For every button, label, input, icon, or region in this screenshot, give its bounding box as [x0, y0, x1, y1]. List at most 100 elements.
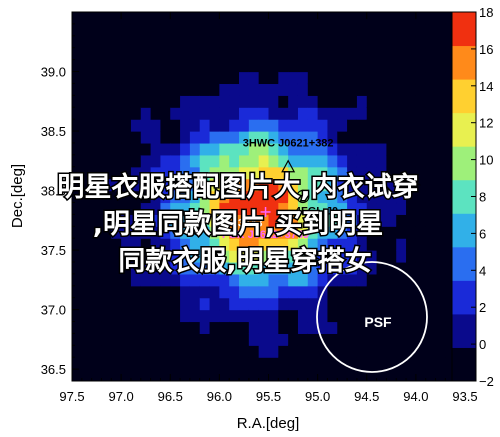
- heatmap-cell: [229, 309, 240, 323]
- heatmap-cell: [435, 95, 446, 108]
- heatmap-cell: [445, 202, 456, 215]
- heatmap-cell: [445, 369, 456, 381]
- heatmap-cell: [258, 202, 270, 215]
- heatmap-cell: [366, 131, 378, 144]
- heatmap-cell: [219, 59, 230, 73]
- heatmap-cell: [81, 95, 93, 108]
- heatmap-cell: [219, 297, 230, 311]
- heatmap-cell: [356, 309, 368, 323]
- heatmap-cell: [130, 357, 142, 370]
- heatmap-cell: [415, 47, 427, 61]
- heatmap-cell: [317, 59, 329, 73]
- heatmap-cell: [288, 59, 299, 73]
- heatmap-cell: [415, 297, 427, 311]
- heatmap-cell: [317, 154, 329, 168]
- heatmap-cell: [160, 35, 171, 49]
- heatmap-cell: [415, 95, 427, 108]
- heatmap-cell: [337, 202, 348, 215]
- heatmap-cell: [180, 12, 191, 13]
- heatmap-cell: [317, 166, 329, 180]
- heatmap-cell: [317, 190, 329, 204]
- heatmap-cell: [278, 309, 289, 323]
- heatmap-cell: [219, 71, 230, 85]
- heatmap-cell: [180, 273, 191, 287]
- heatmap-cell: [121, 12, 132, 13]
- heatmap-cell: [239, 35, 250, 49]
- heatmap-cell: [219, 250, 230, 263]
- heatmap-cell: [278, 238, 289, 251]
- heatmap-cell: [396, 59, 407, 73]
- heatmap-cell: [445, 226, 456, 239]
- heatmap-cell: [386, 35, 397, 49]
- heatmap-cell: [386, 273, 397, 287]
- heatmap-cell: [425, 47, 437, 61]
- heatmap-cell: [258, 95, 270, 108]
- heatmap-cell: [248, 107, 260, 120]
- heatmap-cell: [219, 226, 230, 239]
- colorbar-tick-label: 12: [479, 116, 493, 131]
- heatmap-cell: [209, 35, 220, 49]
- heatmap-cell: [199, 131, 211, 144]
- heatmap-cell: [229, 321, 240, 334]
- heatmap-cell: [317, 261, 329, 275]
- heatmap-cell: [406, 166, 417, 180]
- heatmap-cell: [288, 333, 299, 346]
- heatmap-cell: [209, 202, 220, 215]
- heatmap-cell: [160, 333, 171, 346]
- heatmap-cell: [347, 178, 358, 192]
- heatmap-cell: [297, 119, 309, 132]
- heatmap-cell: [72, 23, 83, 37]
- heatmap-cell: [347, 273, 358, 287]
- heatmap-cell: [150, 83, 162, 96]
- heatmap-cell: [396, 131, 407, 144]
- heatmap-cell: [219, 12, 230, 25]
- heatmap-cell: [415, 131, 427, 144]
- heatmap-cell: [150, 59, 162, 73]
- heatmap-cell: [415, 369, 427, 381]
- heatmap-cell: [445, 154, 456, 168]
- heatmap-cell: [327, 214, 338, 227]
- heatmap-cell: [356, 83, 368, 96]
- heatmap-cell: [219, 369, 230, 381]
- heatmap-cell: [209, 250, 220, 263]
- heatmap-cell: [170, 23, 181, 37]
- heatmap-cell: [347, 309, 358, 323]
- heatmap-cell: [297, 357, 309, 370]
- heatmap-cell: [160, 321, 171, 334]
- heatmap-cell: [356, 154, 368, 168]
- heatmap-cell: [72, 309, 83, 323]
- heatmap-cell: [278, 142, 289, 156]
- heatmap-cell: [445, 345, 456, 358]
- heatmap-cell: [435, 261, 446, 275]
- heatmap-cell: [278, 333, 289, 346]
- heatmap-cell: [258, 238, 270, 251]
- heatmap-cell: [297, 261, 309, 275]
- heatmap-cell: [406, 107, 417, 120]
- heatmap-cell: [406, 273, 417, 287]
- heatmap-cell: [288, 321, 299, 334]
- heatmap-cell: [406, 178, 417, 192]
- heatmap-cell: [278, 250, 289, 263]
- colorbar-tick-label: 4: [479, 263, 486, 278]
- heatmap-cell: [229, 47, 240, 61]
- heatmap-cell: [258, 178, 270, 192]
- heatmap-cell: [72, 47, 83, 61]
- heatmap-cell: [406, 154, 417, 168]
- heatmap-cell: [415, 83, 427, 96]
- heatmap-cell: [406, 226, 417, 239]
- heatmap-cell: [101, 154, 112, 168]
- x-tick-label: 96.5: [158, 389, 183, 404]
- heatmap-cell: [356, 214, 368, 227]
- heatmap-cell: [170, 238, 181, 251]
- heatmap-cell: [72, 297, 83, 311]
- heatmap-cell: [101, 226, 112, 239]
- heatmap-cell: [258, 261, 270, 275]
- heatmap-cell: [140, 297, 152, 311]
- heatmap-cell: [91, 95, 103, 108]
- heatmap-cell: [297, 214, 309, 227]
- heatmap-cell: [337, 345, 348, 358]
- heatmap-cell: [199, 273, 211, 287]
- heatmap-cell: [347, 345, 358, 358]
- heatmap-cell: [268, 178, 279, 192]
- heatmap-cell: [337, 12, 348, 13]
